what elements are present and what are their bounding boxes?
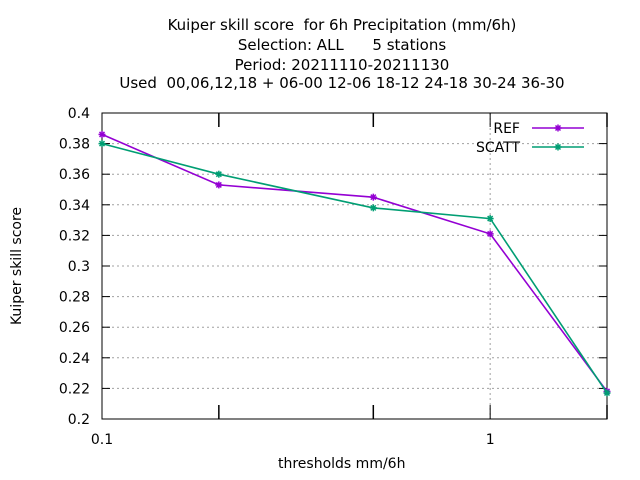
marker-d2 xyxy=(554,143,562,151)
legend-marker-scatt xyxy=(554,143,562,151)
x-tick-label: 0.1 xyxy=(91,432,113,448)
y-tick-label: 0.32 xyxy=(59,228,90,244)
title-line-3: Period: 20211110-20211130 xyxy=(234,56,450,74)
y-tick-label: 0.28 xyxy=(59,290,90,306)
marker-d2 xyxy=(370,194,377,201)
data-point-scatt xyxy=(215,170,223,178)
series-line-scatt xyxy=(101,142,608,394)
title-line-2: Selection: ALL 5 stations xyxy=(237,36,447,54)
marker-d2 xyxy=(554,124,562,132)
marker-d2 xyxy=(98,140,106,147)
title-line-4: Used 00,06,12,18 + 06-00 12-06 18-12 24-… xyxy=(119,74,565,92)
y-axis-label: Kuiper skill score xyxy=(9,206,25,326)
marker-d2 xyxy=(98,131,106,138)
data-point-ref xyxy=(369,193,377,201)
data-point-ref xyxy=(486,230,494,238)
y-tick-label: 0.26 xyxy=(59,320,90,336)
axes: 0.2 0.22 0.24 0.26 0.28 0.3 0.32 0.34 0.36 0.38 0.… xyxy=(59,106,608,448)
marker-d2 xyxy=(215,181,222,188)
y-tick-label: 0.34 xyxy=(59,198,90,214)
data-point-scatt xyxy=(486,215,494,223)
data-point-ref xyxy=(215,181,223,189)
y-tick-label: 0.3 xyxy=(68,259,90,275)
data-point-scatt xyxy=(98,140,106,148)
y-tick-label: 0.38 xyxy=(59,137,90,153)
series xyxy=(98,130,611,397)
marker-d2 xyxy=(603,389,611,397)
title-line-1: Kuiper skill score for 6h Precipitation … xyxy=(167,16,517,34)
x-tick-label: 1 xyxy=(486,432,495,448)
y-tick-label: 0.2 xyxy=(68,412,90,428)
grid xyxy=(102,113,607,419)
data-point-scatt xyxy=(369,204,377,212)
y-tick-label: 0.4 xyxy=(68,106,90,122)
legend-marker-ref xyxy=(554,124,562,132)
plot-frame xyxy=(101,112,608,420)
marker-d2 xyxy=(487,230,494,237)
legend-label-ref: REF xyxy=(493,121,520,137)
data-point-ref xyxy=(98,130,106,138)
y-tick-label: 0.24 xyxy=(59,351,90,367)
marker-d2 xyxy=(487,215,494,222)
marker-d2 xyxy=(370,204,377,211)
data-point-scatt xyxy=(603,389,611,397)
y-tick-label: 0.36 xyxy=(59,167,90,183)
legend: REF SCATT xyxy=(476,121,584,156)
marker-d2 xyxy=(215,171,222,178)
series-line-ref xyxy=(101,133,608,392)
y-tick-label: 0.22 xyxy=(59,381,90,397)
x-axis-label: thresholds mm/6h xyxy=(278,456,406,472)
legend-label-scatt: SCATT xyxy=(476,140,520,156)
